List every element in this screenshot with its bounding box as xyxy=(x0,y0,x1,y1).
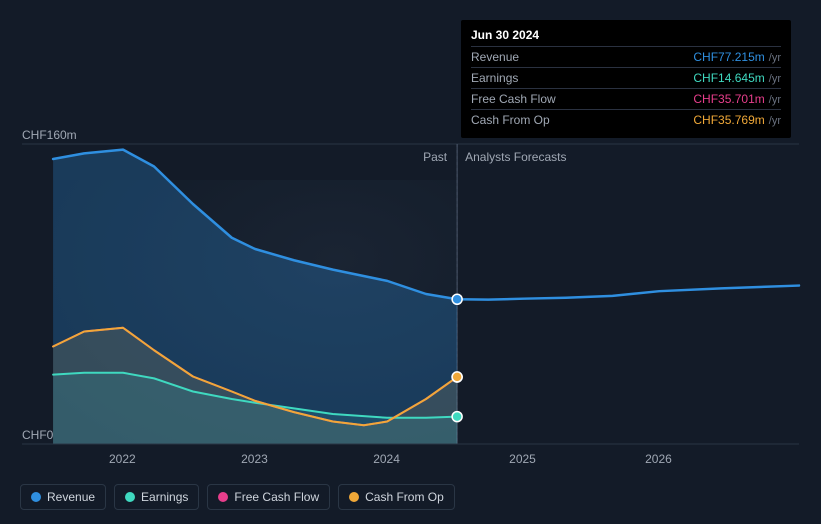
chart-tooltip: Jun 30 2024 RevenueCHF77.215m/yrEarnings… xyxy=(461,20,791,138)
legend-item-label: Free Cash Flow xyxy=(234,490,319,504)
tooltip-row-value: CHF35.701m xyxy=(693,92,764,106)
tooltip-row: Revenue CHF77.215m/yr xyxy=(471,46,781,67)
legend-item-free-cash-flow[interactable]: Free Cash Flow xyxy=(207,484,330,510)
x-axis-tick-label: 2026 xyxy=(645,452,672,466)
legend-item-revenue[interactable]: Revenue xyxy=(20,484,106,510)
tooltip-row-label: Earnings xyxy=(471,71,518,85)
tooltip-row: Earnings CHF14.645m/yr xyxy=(471,67,781,88)
section-label-forecast: Analysts Forecasts xyxy=(465,150,566,164)
y-axis-min-label: CHF0 xyxy=(22,428,53,442)
financials-chart: CHF160m CHF0 Past Analysts Forecasts 202… xyxy=(16,16,805,508)
chart-legend: Revenue Earnings Free Cash Flow Cash From O… xyxy=(20,484,455,510)
tooltip-row: Free Cash Flow CHF35.701m/yr xyxy=(471,88,781,109)
legend-dot-icon xyxy=(349,492,359,502)
tooltip-row-label: Free Cash Flow xyxy=(471,92,556,106)
tooltip-row-value: CHF77.215m xyxy=(693,50,764,64)
tooltip-row-unit: /yr xyxy=(769,94,781,106)
legend-item-label: Cash From Op xyxy=(365,490,444,504)
legend-item-earnings[interactable]: Earnings xyxy=(114,484,199,510)
legend-item-label: Revenue xyxy=(47,490,95,504)
tooltip-row-unit: /yr xyxy=(769,52,781,64)
tooltip-row-unit: /yr xyxy=(769,115,781,127)
y-axis-max-label: CHF160m xyxy=(22,128,77,142)
tooltip-date: Jun 30 2024 xyxy=(471,28,781,46)
tooltip-row-label: Revenue xyxy=(471,50,519,64)
section-label-past: Past xyxy=(423,150,447,164)
tooltip-row: Cash From Op CHF35.769m/yr xyxy=(471,109,781,130)
x-axis-tick-label: 2025 xyxy=(509,452,536,466)
x-axis-tick-label: 2024 xyxy=(373,452,400,466)
legend-dot-icon xyxy=(125,492,135,502)
x-axis-tick-label: 2022 xyxy=(109,452,136,466)
tooltip-row-label: Cash From Op xyxy=(471,113,550,127)
legend-item-label: Earnings xyxy=(141,490,188,504)
legend-dot-icon xyxy=(218,492,228,502)
tooltip-row-unit: /yr xyxy=(769,73,781,85)
tooltip-row-value: CHF14.645m xyxy=(693,71,764,85)
legend-dot-icon xyxy=(31,492,41,502)
tooltip-row-value: CHF35.769m xyxy=(693,113,764,127)
x-axis-tick-label: 2023 xyxy=(241,452,268,466)
legend-item-cash-from-op[interactable]: Cash From Op xyxy=(338,484,455,510)
